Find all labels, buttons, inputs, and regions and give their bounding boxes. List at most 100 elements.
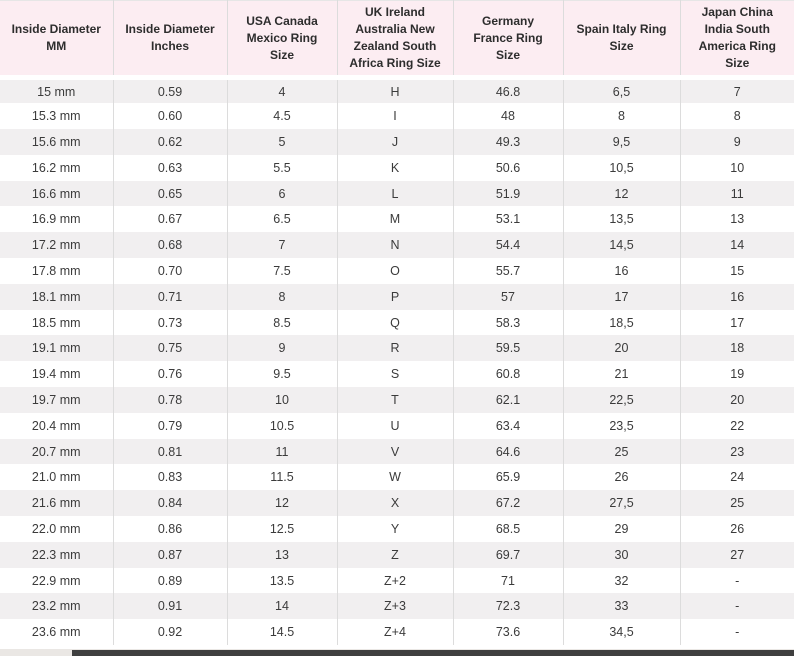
table-cell: 11.5 (226, 464, 337, 491)
table-cell: 19 (679, 361, 794, 388)
table-row: 22.0 mm 0.86 12.5 Y 68.5 29 26 (0, 516, 794, 542)
horizontal-scrollbar[interactable] (0, 649, 794, 656)
table-cell: 48 (452, 103, 563, 130)
table-cell: 63.4 (452, 412, 563, 439)
table-cell: 4.5 (226, 103, 337, 130)
table-cell: 0.83 (112, 464, 227, 491)
table-cell: 16.2 mm (0, 154, 113, 181)
table-cell: W (336, 464, 453, 491)
table-cell: 0.81 (112, 438, 227, 465)
table-cell: K (336, 154, 453, 181)
table-cell: 51.9 (452, 180, 563, 207)
table-cell: 22,5 (562, 387, 680, 413)
table-cell: 16 (679, 283, 794, 310)
table-cell: 0.73 (112, 309, 227, 336)
table-cell: I (336, 103, 453, 130)
scrollbar-thumb[interactable] (72, 650, 794, 656)
table-cell: 13,5 (562, 206, 680, 233)
table-cell: 20.7 mm (0, 438, 113, 465)
table-cell: 22.0 mm (0, 516, 113, 542)
table-cell: 12 (562, 180, 680, 207)
table-cell: 53.1 (452, 206, 563, 233)
table-cell: Z+2 (336, 567, 453, 594)
table-cell: 0.63 (112, 154, 227, 181)
table-cell: 50.6 (452, 154, 563, 181)
table-cell: 72.3 (452, 593, 563, 620)
table-cell: 17 (562, 283, 680, 310)
table-row: 18.1 mm 0.71 8 P 57 17 16 (0, 283, 794, 310)
table-cell: 10 (679, 154, 794, 181)
table-row: 16.9 mm 0.67 6.5 M 53.1 13,5 13 (0, 206, 794, 233)
table-cell: R (336, 335, 453, 362)
table-cell: 11 (679, 180, 794, 207)
table-cell: 0.75 (112, 335, 227, 362)
table-cell: 0.86 (112, 516, 227, 542)
table-cell: 65.9 (452, 464, 563, 491)
table-cell: 0.60 (112, 103, 227, 130)
table-cell: U (336, 412, 453, 439)
table-row: 22.9 mm 0.89 13.5 Z+2 71 32- (0, 567, 794, 594)
table-cell: 6.5 (226, 206, 337, 233)
table-cell: 27,5 (562, 490, 680, 517)
table-cell: 9 (679, 129, 794, 155)
table-cell: 25 (679, 490, 794, 517)
table-cell: 21.0 mm (0, 464, 113, 491)
table-cell: X (336, 490, 453, 517)
table-cell: 14,5 (562, 232, 680, 259)
table-row: 15.6 mm 0.62 5 J 49.3 9,5 9 (0, 129, 794, 155)
table-cell: 26 (562, 464, 680, 491)
column-header: UK Ireland Australia New Zealand South A… (336, 0, 453, 80)
table-cell: 62.1 (452, 387, 563, 413)
table-cell: 18 (679, 335, 794, 362)
table-row: 17.8 mm 0.70 7.5 O 55.7 16 15 (0, 258, 794, 284)
table-cell: M (336, 206, 453, 233)
table-cell: 16.6 mm (0, 180, 113, 207)
table-cell: - (679, 567, 794, 594)
table-row: 19.1 mm 0.75 9 R 59.5 20 18 (0, 335, 794, 362)
table-cell: Z+4 (336, 619, 453, 646)
table-cell: 0.84 (112, 490, 227, 517)
table-cell: 64.6 (452, 438, 563, 465)
table-cell: 10,5 (562, 154, 680, 181)
table-cell: Z+3 (336, 593, 453, 620)
table-cell: 11 (226, 438, 337, 465)
table-cell: 15 (679, 258, 794, 284)
table-cell: 7.5 (226, 258, 337, 284)
table-cell: - (679, 619, 794, 646)
table-row: 23.2 mm 0.91 14 Z+3 72.3 33- (0, 593, 794, 620)
column-header: Inside Diameter MM (0, 0, 113, 80)
table-cell: 8 (679, 103, 794, 130)
table-cell: 15.6 mm (0, 129, 113, 155)
table-cell: 19.4 mm (0, 361, 113, 388)
table-cell: 0.89 (112, 567, 227, 594)
table-cell: 8.5 (226, 309, 337, 336)
table-cell: T (336, 387, 453, 413)
table-cell: 25 (562, 438, 680, 465)
table-cell: 26 (679, 516, 794, 542)
table-cell: 0.65 (112, 180, 227, 207)
table-row: 20.4 mm 0.79 10.5 U 63.4 23,5 22 (0, 412, 794, 439)
header-row: Inside Diameter MM Inside Diameter Inches… (0, 0, 794, 80)
table-row: 20.7 mm 0.81 11 V 64.6 25 23 (0, 438, 794, 465)
table-cell: 23.2 mm (0, 593, 113, 620)
table-cell: 16 (562, 258, 680, 284)
table-cell: N (336, 232, 453, 259)
table-cell: 0.76 (112, 361, 227, 388)
table-cell: 19.1 mm (0, 335, 113, 362)
table-cell: 32 (562, 567, 680, 594)
table-cell: Y (336, 516, 453, 542)
table-cell: 10 (226, 387, 337, 413)
table-cell: 17 (679, 309, 794, 336)
table-cell: 8 (562, 103, 680, 130)
table-cell: 21.6 mm (0, 490, 113, 517)
table-cell: Q (336, 309, 453, 336)
table-cell: H (336, 77, 453, 104)
table-cell: 0.62 (112, 129, 227, 155)
table-row: 15 mm 0.59 4 H 46.8 6,5 7 (0, 77, 794, 104)
table-cell: 16.9 mm (0, 206, 113, 233)
table-cell: 13 (226, 541, 337, 568)
table-row: 16.2 mm 0.63 5.5 K 50.6 10,5 10 (0, 154, 794, 181)
table-row: 19.4 mm 0.76 9.5 S 60.8 21 19 (0, 361, 794, 388)
table-cell: 0.67 (112, 206, 227, 233)
table-cell: 9.5 (226, 361, 337, 388)
